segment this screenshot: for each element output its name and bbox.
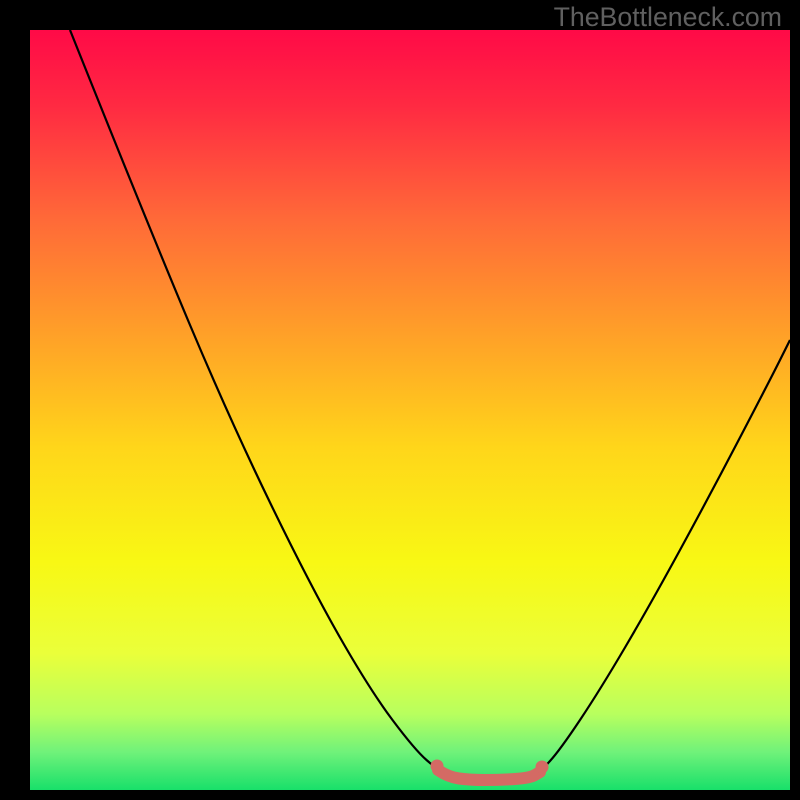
trough-end-dot-left [431,760,444,773]
plot-area [30,30,790,790]
trough-end-dot-right [536,761,549,774]
chart-frame: { "watermark": { "text": "TheBottleneck.… [0,0,800,800]
curve-layer [30,30,790,790]
watermark-text: TheBottleneck.com [554,2,782,33]
trough-highlight [438,770,540,780]
bottleneck-curve [70,30,790,780]
